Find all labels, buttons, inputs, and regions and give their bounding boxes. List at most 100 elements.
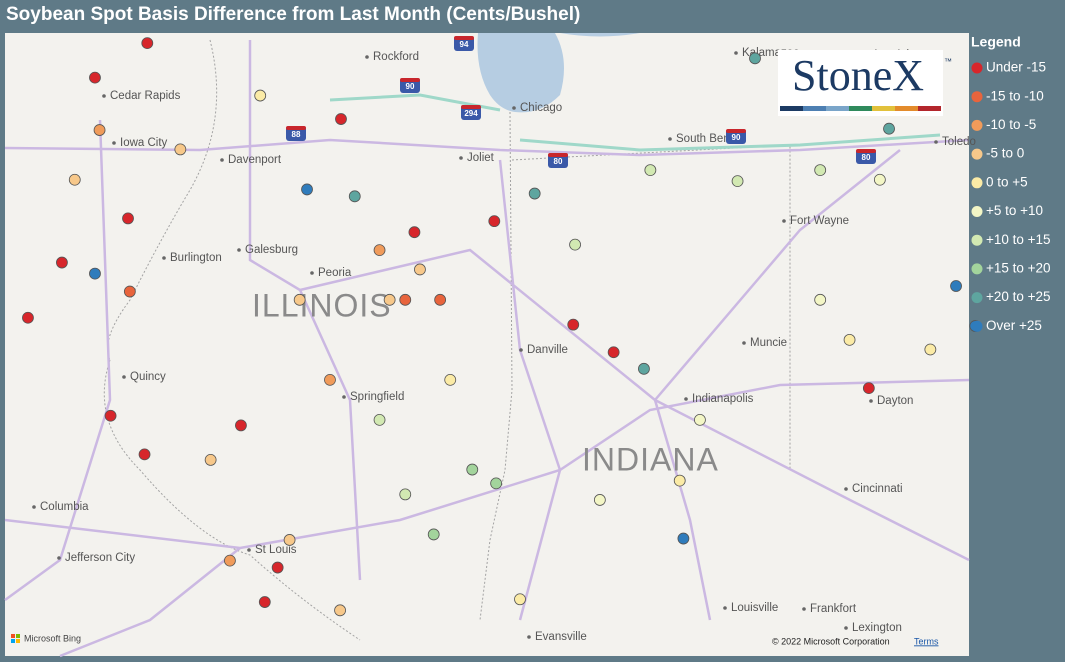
city-label: Burlington xyxy=(170,252,222,264)
state-border xyxy=(479,111,513,621)
legend-label[interactable]: -5 to 0 xyxy=(986,146,1024,161)
basis-marker[interactable] xyxy=(444,373,457,386)
city-dot xyxy=(723,606,727,610)
city-dot xyxy=(934,140,938,144)
basis-marker[interactable] xyxy=(93,124,106,136)
basis-marker[interactable] xyxy=(950,280,962,292)
basis-marker[interactable] xyxy=(731,175,744,188)
city-dot xyxy=(802,607,806,611)
basis-marker[interactable] xyxy=(224,554,236,567)
basis-marker[interactable] xyxy=(348,190,361,203)
basis-marker[interactable] xyxy=(204,453,217,466)
basis-marker[interactable] xyxy=(814,293,827,306)
basis-marker[interactable] xyxy=(408,226,421,239)
basis-marker[interactable] xyxy=(638,362,650,375)
roads xyxy=(4,40,970,658)
basis-marker[interactable] xyxy=(122,212,134,225)
city-label: St Louis xyxy=(255,544,297,556)
basis-marker[interactable] xyxy=(434,293,447,306)
highway-number: 88 xyxy=(292,130,301,139)
basis-marker[interactable] xyxy=(814,164,827,177)
basis-marker[interactable] xyxy=(677,532,690,545)
city-dot xyxy=(365,55,369,59)
legend-label[interactable]: -10 to -5 xyxy=(986,117,1036,132)
basis-marker[interactable] xyxy=(567,318,580,331)
logo-tm: ™ xyxy=(944,57,952,66)
city-label: Columbia xyxy=(40,501,89,513)
city-dot xyxy=(57,556,61,560)
basis-marker[interactable] xyxy=(258,596,271,608)
basis-marker[interactable] xyxy=(873,173,886,186)
basis-marker[interactable] xyxy=(373,244,386,257)
basis-marker[interactable] xyxy=(862,382,875,395)
basis-marker[interactable] xyxy=(399,293,412,306)
logo-stripe xyxy=(826,106,849,111)
basis-marker[interactable] xyxy=(694,413,706,426)
basis-marker[interactable] xyxy=(56,256,68,269)
basis-marker[interactable] xyxy=(490,477,503,490)
basis-marker[interactable] xyxy=(924,343,937,356)
basis-marker[interactable] xyxy=(141,37,154,50)
basis-marker[interactable] xyxy=(528,187,541,200)
basis-marker[interactable] xyxy=(123,285,136,298)
basis-marker[interactable] xyxy=(569,238,581,251)
basis-marker[interactable] xyxy=(271,561,284,574)
city-label: Chicago xyxy=(520,102,562,114)
basis-marker[interactable] xyxy=(324,373,336,386)
basis-marker[interactable] xyxy=(283,534,296,546)
road xyxy=(4,138,970,157)
legend-label[interactable]: 0 to +5 xyxy=(986,174,1028,189)
logo-text: StoneX xyxy=(792,51,924,100)
legend-label[interactable]: +5 to +10 xyxy=(986,203,1043,218)
city-dot xyxy=(310,271,314,275)
basis-marker[interactable] xyxy=(174,143,187,156)
legend-label[interactable]: -15 to -10 xyxy=(986,88,1044,103)
legend-label[interactable]: Under -15 xyxy=(986,60,1046,75)
basis-marker[interactable] xyxy=(644,164,657,177)
basis-marker[interactable] xyxy=(373,413,386,426)
basis-marker[interactable] xyxy=(334,604,346,617)
legend-label[interactable]: +10 to +15 xyxy=(986,232,1051,247)
logo-stripe xyxy=(872,106,895,111)
basis-marker[interactable] xyxy=(89,267,101,280)
legend-swatch xyxy=(971,91,983,103)
basis-marker[interactable] xyxy=(883,122,895,135)
highway-number: 90 xyxy=(406,82,415,91)
state-border xyxy=(107,39,218,361)
legend-label[interactable]: Over +25 xyxy=(986,318,1042,333)
lake-michigan xyxy=(477,33,564,113)
terms-link[interactable]: Terms xyxy=(914,636,939,646)
road xyxy=(59,547,241,658)
basis-marker[interactable] xyxy=(488,215,501,228)
basis-marker[interactable] xyxy=(235,419,247,432)
city-label: Lexington xyxy=(852,622,902,634)
legend-swatch xyxy=(971,206,983,217)
basis-marker[interactable] xyxy=(414,263,426,276)
basis-marker[interactable] xyxy=(514,593,526,606)
basis-marker[interactable] xyxy=(607,346,620,359)
basis-marker[interactable] xyxy=(593,494,606,506)
legend-label[interactable]: +20 to +25 xyxy=(986,289,1051,304)
basis-marker[interactable] xyxy=(89,71,101,84)
basis-marker[interactable] xyxy=(383,293,396,306)
basis-marker[interactable] xyxy=(335,113,347,125)
title: Soybean Spot Basis Difference from Last … xyxy=(6,4,580,25)
legend-swatch xyxy=(971,119,983,131)
basis-marker[interactable] xyxy=(68,173,81,186)
basis-marker[interactable] xyxy=(399,488,412,501)
basis-marker[interactable] xyxy=(254,89,267,102)
basis-marker[interactable] xyxy=(427,528,440,541)
basis-marker[interactable] xyxy=(301,183,313,196)
bing-logo xyxy=(11,639,15,643)
basis-marker[interactable] xyxy=(673,474,686,487)
road xyxy=(654,398,970,562)
basis-marker[interactable] xyxy=(293,293,306,306)
basis-marker[interactable] xyxy=(466,463,479,476)
basis-marker[interactable] xyxy=(138,448,151,461)
basis-marker[interactable] xyxy=(843,333,856,346)
basis-marker[interactable] xyxy=(749,52,761,65)
legend-label[interactable]: +15 to +20 xyxy=(986,260,1051,275)
basis-marker[interactable] xyxy=(22,311,34,324)
basis-marker[interactable] xyxy=(104,409,117,422)
legend-title: Legend xyxy=(971,34,1021,50)
